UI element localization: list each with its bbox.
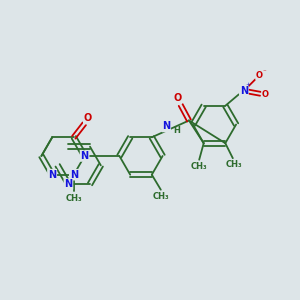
Text: O: O [84, 113, 92, 123]
Text: N: N [240, 86, 248, 96]
Text: N: N [64, 179, 73, 189]
Text: N: N [162, 122, 170, 131]
Text: CH₃: CH₃ [225, 160, 242, 169]
Text: CH₃: CH₃ [152, 192, 169, 201]
Text: N: N [48, 170, 56, 180]
Text: CH₃: CH₃ [65, 194, 82, 203]
Text: O: O [173, 93, 182, 103]
Text: O: O [262, 90, 269, 99]
Text: CH₃: CH₃ [191, 162, 208, 171]
Text: N: N [70, 170, 78, 180]
Text: ⁻: ⁻ [263, 69, 267, 75]
Text: N: N [80, 151, 89, 161]
Text: O: O [256, 71, 263, 80]
Text: N: N [48, 170, 56, 180]
Text: H: H [173, 126, 180, 135]
Text: +: + [246, 82, 251, 87]
